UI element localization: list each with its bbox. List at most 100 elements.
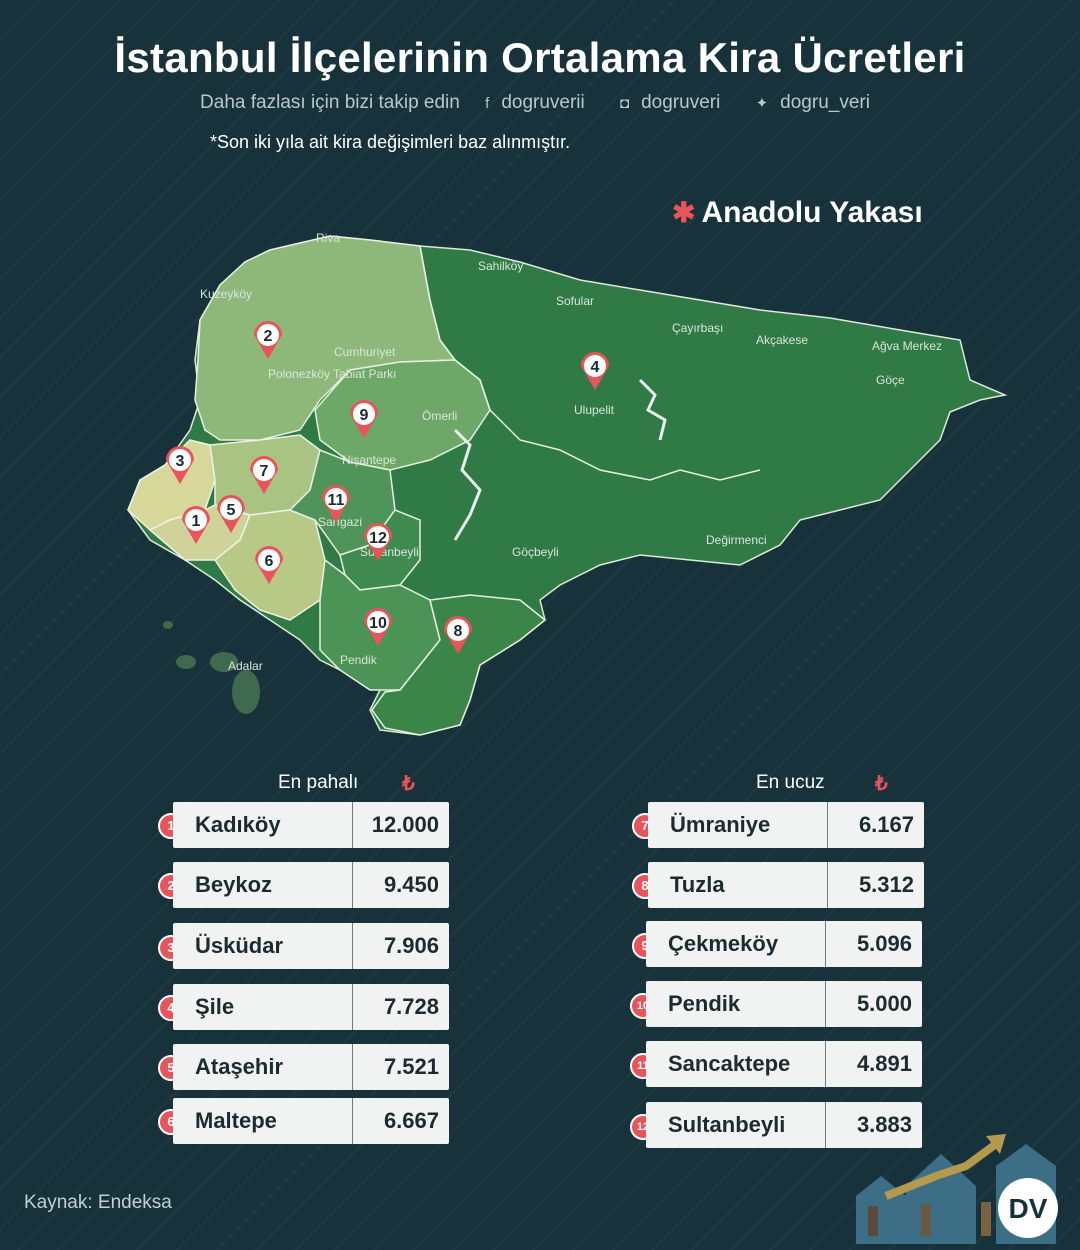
- map-label: Riva: [316, 231, 340, 245]
- map-label: Ömerli: [422, 409, 457, 423]
- map-label: Sofular: [556, 294, 594, 308]
- rent-value: 5.096: [856, 931, 912, 956]
- rent-value: 9.450: [383, 872, 439, 897]
- pin-inner: [447, 619, 469, 641]
- map-label: Ulupelit: [574, 403, 615, 417]
- rent-value: 4.891: [856, 1051, 912, 1076]
- twitter-link[interactable]: ✦ dogru_veri: [756, 92, 880, 113]
- district-name: Sultanbeyli: [646, 1102, 826, 1148]
- instagram-handle: dogruveri: [641, 92, 721, 113]
- map-label: Çayırbaşı: [672, 321, 723, 335]
- map-label: Nişantepe: [342, 453, 396, 467]
- map-pin-11: 11: [322, 485, 350, 523]
- rent-value: 6.667: [383, 1108, 439, 1133]
- pin-number: 2: [264, 328, 273, 345]
- district-name: Çekmeköy: [646, 921, 826, 967]
- expensive-header: En pahalı: [278, 772, 359, 793]
- pin-inner: [169, 449, 191, 471]
- page-title: İstanbul İlçelerinin Ortalama Kira Ücret…: [114, 34, 966, 81]
- person-icon: [981, 1202, 991, 1236]
- map-label: Cumhuriyet: [334, 345, 396, 359]
- facebook-link[interactable]: f dogruverii: [485, 92, 595, 113]
- reservoir: [453, 428, 482, 541]
- pin-inner: [185, 509, 207, 531]
- cheap-header: En ucuz: [756, 772, 825, 793]
- district-name: Pendik: [646, 981, 826, 1027]
- logo-text: DV: [1009, 1193, 1048, 1224]
- house-icon: [856, 1176, 906, 1244]
- pin-number: 10: [369, 615, 387, 632]
- pin-number: 3: [176, 453, 185, 470]
- map-label: Polonezköy Tabiat Parkı: [268, 367, 397, 381]
- pin-number: 12: [369, 530, 387, 547]
- district-name: Sancaktepe: [646, 1041, 826, 1087]
- twitter-icon: ✦: [755, 95, 769, 112]
- table-row: Kadıköy 12.000: [173, 802, 449, 848]
- map-label: Akçakese: [756, 333, 808, 347]
- logo-circle: [998, 1178, 1058, 1238]
- growth-arrow-icon: [884, 1140, 999, 1200]
- arrow-head-icon: [986, 1134, 1006, 1154]
- person-icon: [921, 1204, 931, 1236]
- island: [232, 670, 260, 714]
- instagram-icon: ◘: [620, 95, 630, 112]
- pin-inner: [367, 611, 389, 633]
- district-border-sile: [419, 245, 761, 481]
- follow-line: Daha fazlası için bizi takip edin f dogru…: [0, 92, 1080, 114]
- instagram-link[interactable]: ◘ dogruveri: [620, 92, 730, 113]
- table-row: Pendik 5.000: [646, 981, 922, 1027]
- map-label: Değirmenci: [706, 533, 767, 547]
- pin-inner: [257, 324, 279, 346]
- district-name: Üsküdar: [173, 923, 353, 969]
- table-row: Çekmeköy 5.096: [646, 921, 922, 967]
- island: [176, 655, 196, 669]
- region-heading: ✱ Anadolu Yakası: [672, 196, 923, 230]
- table-row: Ümraniye 6.167: [648, 802, 924, 848]
- district-name: Beykoz: [173, 862, 353, 908]
- pin-number: 9: [360, 407, 369, 424]
- facebook-handle: dogruverii: [501, 92, 585, 113]
- source-credit: Kaynak: Endeksa: [24, 1192, 172, 1213]
- pin-inner: [258, 549, 280, 571]
- rent-value: 7.906: [383, 933, 439, 958]
- houses-illustration: DV: [856, 1134, 1058, 1244]
- table-row: Maltepe 6.667: [173, 1098, 449, 1144]
- district-name: Ümraniye: [648, 802, 828, 848]
- rent-value: 7.728: [383, 994, 439, 1019]
- table-row: Beykoz 9.450: [173, 862, 449, 908]
- map-pin-2: 2: [254, 321, 282, 359]
- map-pin-6: 6: [255, 546, 283, 584]
- pin-number: 11: [328, 492, 345, 509]
- region-label: Anadolu Yakası: [701, 196, 923, 229]
- pin-inner: [367, 526, 389, 548]
- district-cekmekoy: [314, 359, 491, 471]
- district-name: Kadıköy: [173, 802, 353, 848]
- district-map: Riva Cumhuriyet Polonezköy Tabiat Parkı …: [127, 231, 1008, 736]
- lira-icon: ₺: [402, 773, 415, 795]
- map-pin-10: 10: [364, 608, 392, 646]
- table-row: Sancaktepe 4.891: [646, 1041, 922, 1087]
- map-label: Sarıgazi: [318, 515, 362, 529]
- rent-value: 3.883: [856, 1112, 912, 1137]
- person-icon: [868, 1206, 878, 1236]
- map-label: Ağva Merkez: [872, 339, 942, 353]
- pin-inner: [220, 498, 242, 520]
- map-pin-4: 4: [581, 352, 609, 390]
- pin-number: 7: [260, 463, 269, 480]
- district-name: Maltepe: [173, 1098, 353, 1144]
- pin-inner: [253, 459, 275, 481]
- rent-value: 7.521: [383, 1054, 439, 1079]
- district-tuzla: [371, 594, 547, 736]
- map-pin-8: 8: [444, 616, 472, 654]
- map-label: Kuzeyköy: [200, 287, 252, 301]
- rent-value: 5.000: [856, 991, 912, 1016]
- map-label: Adalar: [228, 659, 263, 673]
- pin-number: 5: [227, 502, 236, 519]
- district-name: Tuzla: [648, 862, 828, 908]
- lake: [638, 378, 667, 441]
- rent-value: 12.000: [371, 812, 439, 837]
- pin-number: 6: [265, 553, 274, 570]
- footnote: *Son iki yıla ait kira değişimleri baz a…: [210, 132, 571, 152]
- district-name: Şile: [173, 984, 353, 1030]
- map-label: Sahilköy: [478, 259, 523, 273]
